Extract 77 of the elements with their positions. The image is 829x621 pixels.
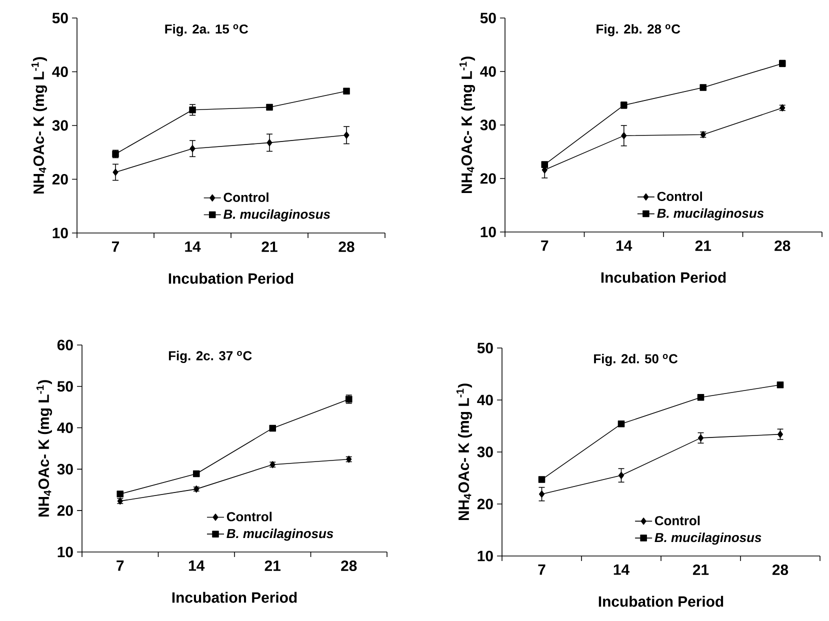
x-tick-label: 14 xyxy=(185,241,201,252)
x-tick-label: 7 xyxy=(112,241,120,252)
x-tick-label: 21 xyxy=(692,564,709,575)
x-tick-label: 21 xyxy=(262,241,278,252)
y-tick-label: 30 xyxy=(52,120,68,131)
point xyxy=(269,424,276,432)
point xyxy=(618,472,624,479)
y-axis-title: NH$_{4}$OAc- K (mg L$^{-1}$) xyxy=(456,384,472,520)
x-tick-label: 28 xyxy=(772,564,788,576)
point xyxy=(700,84,707,91)
y-tick-label: 40 xyxy=(57,422,73,434)
x-tick-label: 7 xyxy=(538,564,546,575)
point xyxy=(618,420,625,428)
y-tick-label: 20 xyxy=(477,498,493,510)
point xyxy=(776,382,784,388)
y-tick-label: 40 xyxy=(480,66,496,77)
legend-label: B. mucilaginosus xyxy=(226,528,334,541)
point xyxy=(538,490,545,498)
y-axis-title: NH$_{4}$OAc- K (mg L$^{-1}$) xyxy=(36,380,52,517)
y-tick-label: 30 xyxy=(477,446,493,458)
point xyxy=(190,145,196,152)
x-axis-title: Incubation Period xyxy=(601,272,726,283)
y-tick-label: 40 xyxy=(52,66,68,78)
y-tick-label: 30 xyxy=(480,120,496,130)
y-tick-label: 20 xyxy=(480,173,496,184)
point xyxy=(266,104,273,111)
point xyxy=(116,490,124,498)
x-axis-title: Incubation Period xyxy=(168,272,294,284)
y-tick-label: 20 xyxy=(52,174,68,185)
x-tick-label: 21 xyxy=(264,560,281,571)
point xyxy=(344,132,350,139)
y-tick-label: 10 xyxy=(478,550,493,562)
y-tick-label: 50 xyxy=(57,381,73,392)
y-tick-label: 50 xyxy=(52,12,68,24)
x-tick-label: 7 xyxy=(116,560,124,571)
point xyxy=(538,476,546,483)
chart-title: Fig. 2a. 15 $^{o}$C xyxy=(165,24,248,36)
point xyxy=(192,470,200,478)
chart-title: Fig. 2b. 28 $^{o}$C xyxy=(596,24,680,36)
y-tick-label: 60 xyxy=(57,340,73,350)
x-tick-label: 28 xyxy=(338,241,354,252)
chart-title: Fig. 2c. 37 $^{o}$C xyxy=(168,350,252,363)
legend-label: Control xyxy=(226,512,272,522)
legend-label: Control xyxy=(224,192,268,202)
x-tick-label: 28 xyxy=(341,560,357,572)
x-tick-label: 21 xyxy=(695,240,712,251)
y-tick-label: 40 xyxy=(477,394,493,406)
y-tick-label: 20 xyxy=(57,505,73,516)
point xyxy=(189,106,196,114)
point xyxy=(541,161,548,168)
x-tick-label: 14 xyxy=(614,564,630,575)
legend-label: Control xyxy=(657,192,702,202)
point xyxy=(343,88,350,94)
point xyxy=(112,168,118,176)
x-axis-title: Incubation Period xyxy=(598,596,724,607)
y-axis-title: NH$_{4}$OAc- K (mg L$^{-1}$) xyxy=(31,57,48,194)
point xyxy=(266,139,272,146)
point xyxy=(621,132,627,140)
legend-label: B. mucilaginosus xyxy=(657,208,764,220)
y-tick-label: 50 xyxy=(480,12,496,24)
point xyxy=(697,394,704,401)
legend-label: Control xyxy=(654,516,700,526)
x-tick-label: 14 xyxy=(189,560,205,571)
legend-label: B. mucilaginosus xyxy=(223,209,330,222)
y-tick-label: 10 xyxy=(52,228,68,238)
x-tick-label: 14 xyxy=(616,240,632,251)
y-tick-label: 30 xyxy=(57,464,73,474)
y-tick-label: 10 xyxy=(480,226,496,238)
x-axis-title: Incubation Period xyxy=(172,592,297,603)
x-tick-label: 28 xyxy=(774,240,790,252)
chart-title: Fig. 2d. 50 $^{o}$C xyxy=(594,354,678,366)
y-axis-title: NH$_{4}$OAc- K (mg L$^{-1}$) xyxy=(459,56,476,194)
x-tick-label: 7 xyxy=(541,240,548,251)
legend-label: B. mucilaginosus xyxy=(654,532,762,545)
y-tick-label: 10 xyxy=(58,546,73,558)
point xyxy=(698,434,704,442)
y-tick-label: 50 xyxy=(477,342,493,354)
